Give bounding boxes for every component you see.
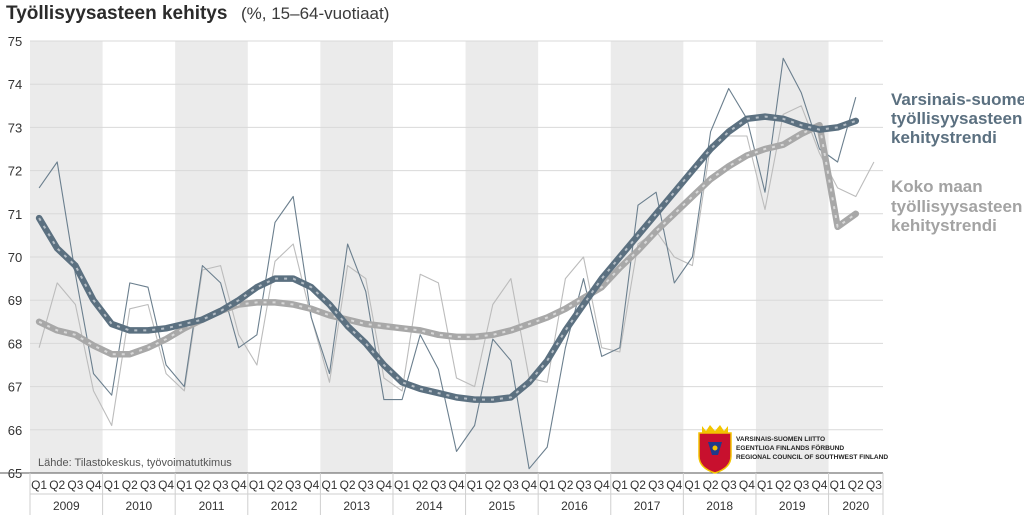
gridlines (30, 40, 883, 474)
quarter-tick-label: Q2 (848, 478, 864, 492)
legend-koko-line2: työllisyysasteen (891, 197, 1022, 216)
quarter-tick-label: Q2 (703, 478, 719, 492)
year-tick-label: 2013 (343, 499, 370, 513)
quarter-tick-label: Q1 (321, 478, 337, 492)
quarter-tick-label: Q3 (721, 478, 737, 492)
quarter-tick-label: Q4 (811, 478, 827, 492)
regional-council-logo: VARSINAIS-SUOMEN LIITTO EGENTLIGA FINLAN… (698, 425, 888, 474)
logo-line2: EGENTLIGA FINLANDS FÖRBUND (736, 443, 844, 452)
year-tick-label: 2012 (271, 499, 298, 513)
year-tick-label: 2010 (126, 499, 153, 513)
quarter-tick-label: Q3 (213, 478, 229, 492)
legend-koko-maa: Koko maan työllisyysasteen kehitystrendi (891, 177, 1022, 235)
trend-line-pattern (38, 115, 857, 401)
quarter-tick-label: Q3 (866, 478, 882, 492)
quarter-tick-label: Q1 (539, 478, 555, 492)
quarter-tick-label: Q4 (158, 478, 174, 492)
quarter-tick-label: Q1 (249, 478, 265, 492)
trend-line (35, 121, 860, 358)
chart-title: Työllisyysasteen kehitys (6, 3, 227, 24)
trend-line-pattern (38, 124, 857, 356)
year-tick-label: 2011 (199, 499, 225, 513)
y-tick-label: 73 (8, 120, 22, 135)
source-note: Lähde: Tilastokeskus, työvoimatutkimus (38, 457, 232, 469)
y-tick-label: 71 (8, 207, 22, 222)
quarter-tick-label: Q1 (757, 478, 773, 492)
quarter-tick-label: Q2 (267, 478, 283, 492)
y-tick-label: 70 (8, 250, 22, 265)
quarter-tick-label: Q2 (122, 478, 138, 492)
raw-line (38, 57, 857, 470)
quarter-tick-label: Q4 (739, 478, 755, 492)
y-tick-label: 72 (8, 164, 22, 179)
year-tick-label: 2017 (634, 499, 661, 513)
quarter-tick-label: Q4 (303, 478, 319, 492)
y-tick-label: 68 (8, 336, 22, 351)
legend-varsinais-suomi: Varsinais-suomen työllisyysasteen kehity… (891, 90, 1024, 147)
year-tick-label: 2018 (706, 499, 733, 513)
year-tick-label: 2020 (842, 499, 869, 513)
quarter-tick-label: Q3 (285, 478, 301, 492)
quarter-tick-label: Q4 (86, 478, 102, 492)
quarter-tick-label: Q4 (448, 478, 464, 492)
quarter-tick-label: Q3 (140, 478, 156, 492)
quarter-tick-label: Q2 (630, 478, 646, 492)
quarter-tick-label: Q1 (176, 478, 192, 492)
quarter-tick-label: Q2 (557, 478, 573, 492)
legend-koko-line1: Koko maan (891, 177, 983, 196)
quarter-tick-label: Q1 (830, 478, 846, 492)
quarter-tick-label: Q1 (467, 478, 483, 492)
quarter-tick-label: Q3 (503, 478, 519, 492)
y-tick-label: 74 (8, 77, 22, 92)
legend-vs-line3: kehitystrendi (891, 128, 997, 147)
series-raw-3 (38, 105, 875, 427)
quarter-tick-label: Q2 (49, 478, 65, 492)
series-trend-1 (35, 121, 860, 358)
legend-koko-line3: kehitystrendi (891, 216, 997, 235)
series-raw-2 (38, 57, 857, 470)
year-tick-label: 2009 (53, 499, 80, 513)
quarter-tick-label: Q4 (666, 478, 682, 492)
year-tick-label: 2019 (779, 499, 806, 513)
quarter-tick-label: Q4 (594, 478, 610, 492)
y-tick-label: 67 (8, 380, 22, 395)
series-lines (35, 57, 875, 470)
quarter-tick-label: Q2 (194, 478, 210, 492)
quarter-tick-label: Q4 (376, 478, 392, 492)
quarter-tick-label: Q4 (521, 478, 537, 492)
quarter-tick-label: Q1 (612, 478, 628, 492)
quarter-tick-label: Q3 (793, 478, 809, 492)
legend-vs-line2: työllisyysasteen (891, 109, 1022, 128)
quarter-tick-label: Q1 (684, 478, 700, 492)
quarter-tick-label: Q3 (576, 478, 592, 492)
logo-line3: REGIONAL COUNCIL OF SOUTHWEST FINLAND (736, 454, 888, 461)
year-tick-label: 2015 (489, 499, 516, 513)
quarter-tick-label: Q3 (648, 478, 664, 492)
series-trend-0 (35, 113, 860, 403)
quarter-tick-label: Q2 (340, 478, 356, 492)
quarter-tick-label: Q3 (430, 478, 446, 492)
quarter-tick-label: Q1 (394, 478, 410, 492)
year-tick-label: 2014 (416, 499, 443, 513)
coat-of-arms-icon (698, 425, 732, 474)
y-tick-label: 66 (8, 423, 22, 438)
y-tick-label: 75 (8, 34, 22, 49)
quarter-tick-label: Q1 (31, 478, 47, 492)
y-tick-label: 69 (8, 293, 22, 308)
quarter-tick-label: Q1 (104, 478, 120, 492)
quarter-tick-label: Q3 (67, 478, 83, 492)
quarter-tick-label: Q2 (775, 478, 791, 492)
quarter-tick-label: Q2 (412, 478, 428, 492)
logo-line1: VARSINAIS-SUOMEN LIITTO (736, 436, 825, 443)
quarter-tick-label: Q3 (358, 478, 374, 492)
quarter-tick-label: Q4 (231, 478, 247, 492)
chart-subtitle: (%, 15–64-vuotiaat) (241, 4, 389, 23)
quarter-tick-label: Q2 (485, 478, 501, 492)
legend-vs-line1: Varsinais-suomen (891, 90, 1024, 109)
year-tick-label: 2016 (561, 499, 588, 513)
